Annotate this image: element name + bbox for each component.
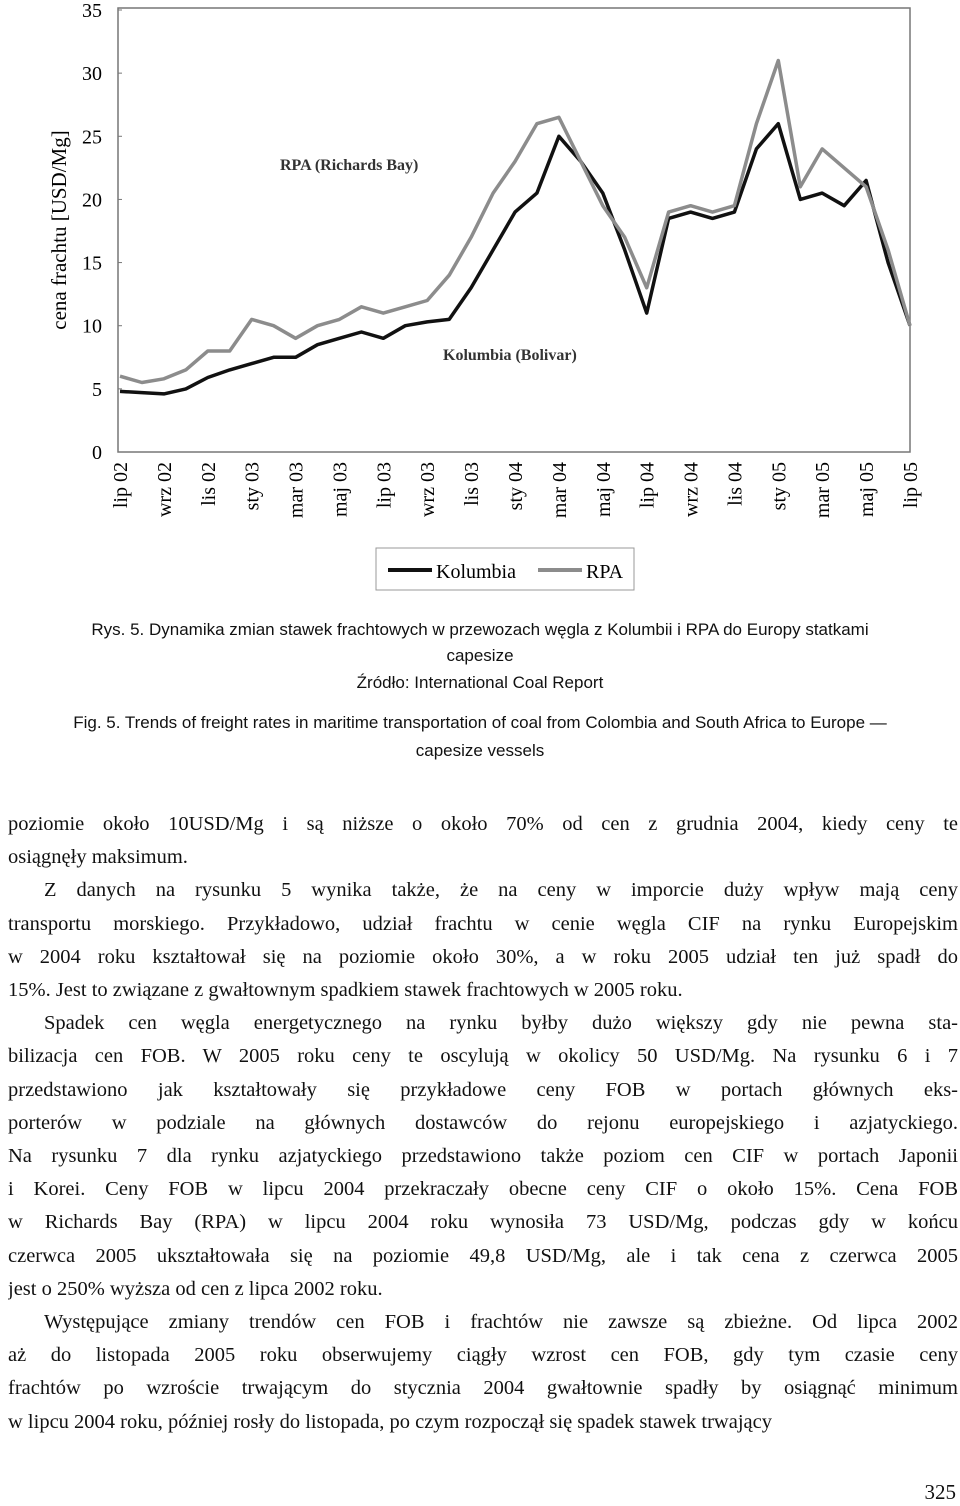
text-line: przedstawiono jak kształtowały się przyk… — [8, 1078, 958, 1101]
text-line: Występujące zmiany trendów cen FOB i fra… — [44, 1311, 958, 1333]
y-tick-label: 0 — [92, 442, 102, 464]
line-series — [119, 58, 912, 385]
caption-line: Fig. 5. Trends of freight rates in marit… — [73, 713, 887, 732]
text-line: w lipcu 2004 roku, później rosły do list… — [8, 1410, 772, 1433]
text-line: porterów w podziale na głównych dostawcó… — [8, 1111, 958, 1134]
text-line: frachtów po wzroście trwającym do styczn… — [8, 1377, 958, 1400]
text-line: poziomie około 10USD/Mg i są niższe o ok… — [8, 813, 958, 835]
y-tick-label: 35 — [82, 0, 102, 22]
y-tick-label: 20 — [82, 189, 102, 211]
y-axis-label: cena frachtu [USD/Mg] — [47, 130, 71, 329]
caption-line: capesize vessels — [415, 741, 545, 760]
x-tick-label: lis 04 — [724, 462, 746, 506]
text-line: aż do listopada 2005 roku obserwujemy ci… — [8, 1344, 958, 1367]
caption-line: Rys. 5. Dynamika zmian stawek frachtowyc… — [91, 620, 869, 639]
x-tick-label: mar 05 — [812, 462, 834, 518]
y-tick-label: 5 — [92, 379, 102, 401]
text-line: w Richards Bay (RPA) w lipcu 2004 roku w… — [8, 1211, 958, 1234]
x-tick-label: maj 04 — [593, 462, 615, 517]
x-tick-label: wrz 03 — [417, 462, 439, 517]
x-tick-label: mar 04 — [549, 462, 571, 518]
legend-label: RPA — [586, 561, 624, 583]
text-line: Z danych na rysunku 5 wynika także, że n… — [44, 879, 958, 902]
annotation: Kolumbia (Bolivar) — [443, 347, 577, 364]
x-tick-label: lip 05 — [900, 462, 922, 508]
text-line: Spadek cen węgla energetycznego na rynku… — [44, 1012, 958, 1035]
x-tick-label: wrz 02 — [154, 462, 176, 517]
caption-line: capesize — [446, 646, 514, 665]
legend-box — [375, 547, 635, 591]
x-tick-label: lis 02 — [198, 462, 220, 506]
annotation: RPA (Richards Bay) — [280, 157, 418, 174]
text-line: bilizacja cen FOB. W 2005 roku ceny te o… — [8, 1045, 958, 1068]
y-tick-label: 15 — [82, 253, 102, 275]
x-tick-label: lis 03 — [461, 462, 483, 506]
text-line: i Korei. Ceny FOB w lipcu 2004 przekracz… — [8, 1178, 958, 1201]
page-number: 325 — [924, 1480, 957, 1504]
caption-source: Źródło: International Coal Report — [356, 673, 604, 692]
text-line: transportu morskiego. Przykładowo, udzia… — [8, 912, 958, 935]
x-tick-label: lip 03 — [373, 462, 395, 508]
text-line: jest o 250% wyższa od cen z lipca 2002 r… — [8, 1277, 383, 1300]
text-line: czerwca 2005 ukształtowała się na poziom… — [8, 1244, 958, 1267]
y-tick-label: 25 — [82, 126, 102, 148]
x-tick-label: mar 03 — [286, 462, 308, 518]
x-tick-label: sty 04 — [505, 462, 527, 510]
text-line: Na rysunku 7 dla rynku azjatyckiego prze… — [8, 1145, 958, 1167]
x-tick-label: maj 05 — [856, 462, 878, 517]
line-series — [119, 121, 912, 396]
chart: cena frachtu [USD/Mg] RPA (Richards Bay)… — [47, 0, 922, 591]
text-line: osiągnęły maksimum. — [8, 846, 188, 869]
x-tick-label: lip 02 — [110, 462, 132, 508]
x-tick-label: lip 04 — [637, 462, 659, 508]
x-tick-label: wrz 04 — [681, 462, 703, 517]
plot-frame — [117, 7, 911, 453]
x-tick-label: maj 03 — [329, 462, 351, 517]
x-tick-label: sty 05 — [768, 462, 790, 510]
y-tick-label: 10 — [82, 316, 102, 338]
text-line: w 2004 roku kształtował się na poziomie … — [8, 945, 958, 968]
y-tick-label: 30 — [82, 63, 102, 85]
legend-label: Kolumbia — [436, 561, 516, 583]
x-tick-label: sty 03 — [242, 462, 264, 510]
text-line: 15%. Jest to związane z gwałtownym spadk… — [8, 979, 683, 1001]
